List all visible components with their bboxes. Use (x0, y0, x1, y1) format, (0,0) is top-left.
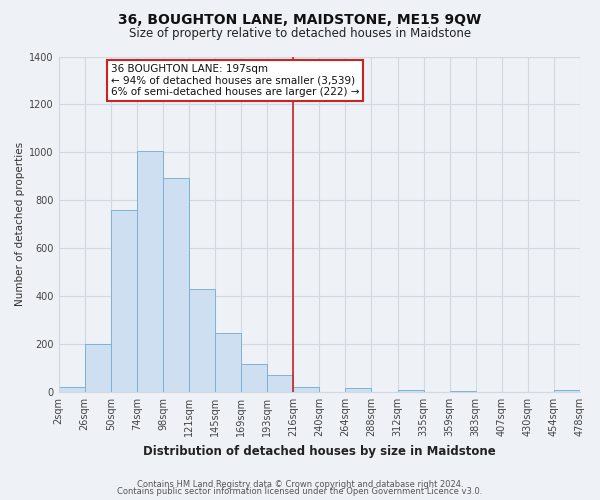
Bar (554, 390, 580, 392)
Bar (398, 390, 424, 392)
Bar (111, 210, 137, 392)
Bar (267, 376, 293, 392)
Bar (59, 388, 85, 392)
Y-axis label: Number of detached properties: Number of detached properties (15, 142, 25, 306)
Text: Contains HM Land Registry data © Crown copyright and database right 2024.: Contains HM Land Registry data © Crown c… (137, 480, 463, 489)
Bar (241, 364, 267, 392)
Text: Size of property relative to detached houses in Maidstone: Size of property relative to detached ho… (129, 28, 471, 40)
Bar (163, 178, 189, 392)
Bar (189, 289, 215, 392)
Bar (346, 388, 371, 392)
X-axis label: Distribution of detached houses by size in Maidstone: Distribution of detached houses by size … (143, 444, 496, 458)
Text: 36, BOUGHTON LANE, MAIDSTONE, ME15 9QW: 36, BOUGHTON LANE, MAIDSTONE, ME15 9QW (118, 12, 482, 26)
Bar (137, 151, 163, 392)
Bar (449, 391, 476, 392)
Bar (215, 334, 241, 392)
Bar (85, 344, 111, 392)
Text: 36 BOUGHTON LANE: 197sqm
← 94% of detached houses are smaller (3,539)
6% of semi: 36 BOUGHTON LANE: 197sqm ← 94% of detach… (111, 64, 359, 97)
Bar (293, 388, 319, 392)
Text: Contains public sector information licensed under the Open Government Licence v3: Contains public sector information licen… (118, 488, 482, 496)
